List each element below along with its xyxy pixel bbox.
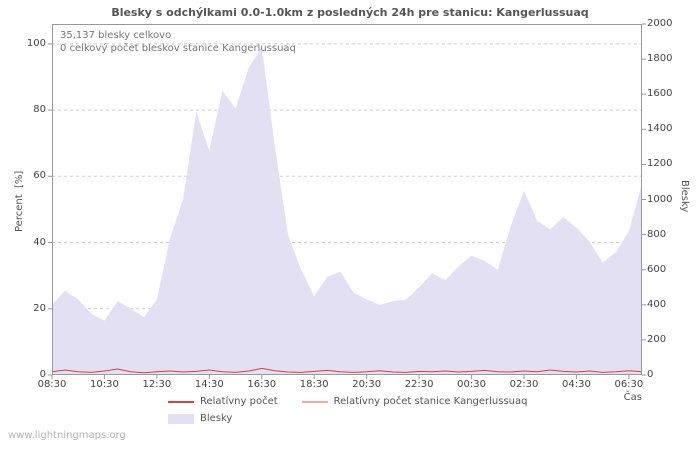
y-axis-right-tick: 600: [647, 263, 667, 275]
y-axis-right-tick: 1200: [647, 158, 673, 170]
legend: Relatívny počet Relatívny počet stanice …: [168, 393, 528, 427]
y-axis-right-tick: 400: [647, 298, 667, 310]
x-axis-label: Čas: [623, 392, 642, 403]
y-axis-right-tick: 1400: [647, 123, 673, 135]
legend-item-blesky: Blesky: [168, 413, 232, 424]
annotation-total-strikes: 35,137 blesky celkovo: [60, 30, 172, 41]
x-axis-tick: 22:30: [404, 379, 434, 390]
y-axis-left-tick: 0: [39, 369, 46, 380]
plot-area: 35,137 blesky celkovo 0 celkový počet bl…: [48, 23, 646, 379]
legend-label-relative: Relatívny počet: [200, 396, 278, 407]
watermark: www.lightningmaps.org: [8, 430, 126, 441]
legend-item-relative: Relatívny počet: [168, 396, 278, 407]
legend-item-station: Relatívny počet stanice Kangerlussuaq: [301, 396, 528, 407]
y-axis-left-tick: 100: [26, 37, 46, 49]
x-axis-tick: 04:30: [562, 379, 591, 390]
legend-row-lines: Relatívny počet Relatívny počet stanice …: [168, 393, 528, 410]
y-axis-left-tick: 40: [33, 236, 46, 248]
chart-canvas: [48, 23, 646, 379]
x-axis-tick: 16:30: [247, 379, 277, 390]
legend-row-area: Blesky: [168, 410, 528, 427]
y-axis-right-tick: 2000: [647, 18, 673, 29]
x-axis-tick: 08:30: [37, 379, 67, 390]
y-axis-left-tick: 80: [33, 104, 46, 116]
y-axis-right-tick: 200: [647, 333, 667, 345]
legend-label-station: Relatívny počet stanice Kangerlussuaq: [333, 396, 528, 407]
annotation-station-strikes: 0 celkový počet bleskov stanice Kangerlu…: [60, 43, 296, 54]
x-axis-tick: 00:30: [457, 379, 486, 390]
chart-title: Blesky s odchýlkami 0.0-1.0km z posledný…: [111, 6, 589, 19]
x-axis-tick: 10:30: [90, 379, 119, 390]
y-axis-right-tick: 800: [647, 228, 667, 240]
x-axis-tick: 20:30: [352, 379, 382, 390]
x-axis-tick: 14:30: [194, 379, 224, 390]
legend-label-blesky: Blesky: [200, 413, 233, 424]
x-axis-tick: 18:30: [299, 379, 329, 390]
legend-line-swatch-relative: [168, 400, 194, 403]
x-axis-tick: 02:30: [509, 379, 539, 390]
y-axis-right-tick: 1600: [647, 88, 673, 100]
x-axis-tick: 12:30: [142, 379, 172, 390]
y-axis-right-label: Blesky: [679, 180, 690, 213]
y-axis-right-tick: 1800: [647, 53, 673, 65]
legend-area-swatch-blesky: [168, 413, 194, 424]
y-axis-left-tick: 20: [33, 302, 46, 314]
x-axis-tick: 06:30: [614, 379, 644, 390]
y-axis-right-tick: 0: [647, 369, 654, 380]
y-axis-left-label: Percent [%]: [14, 170, 25, 232]
legend-line-swatch-station: [301, 400, 328, 403]
